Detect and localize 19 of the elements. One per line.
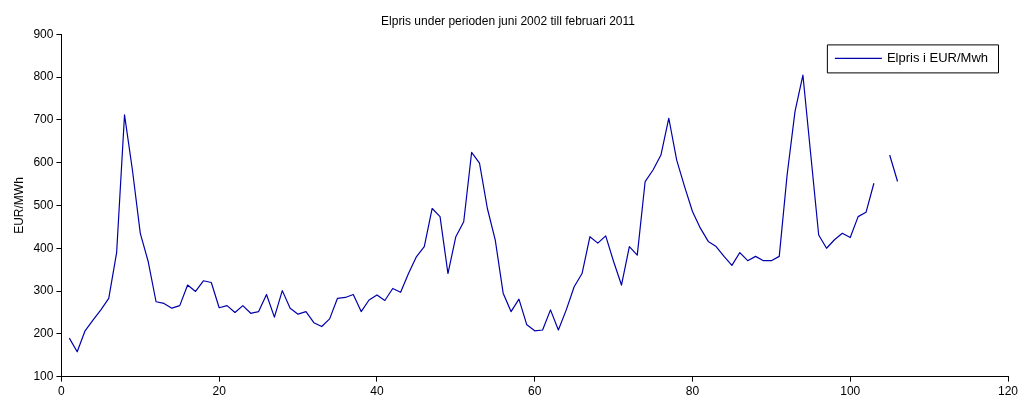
y-tick-label: 700 [33, 112, 54, 127]
y-tick-label: 800 [33, 69, 54, 84]
x-tick-label: 0 [58, 384, 66, 399]
x-tick-label: 100 [840, 384, 861, 399]
y-tick-label: 400 [33, 240, 54, 255]
y-tick-label: 200 [33, 326, 54, 341]
y-axis-title: EUR/MWh [11, 177, 26, 234]
chart-title: Elpris under perioden juni 2002 till februari 2011 [381, 13, 636, 28]
x-tick-label: 80 [685, 384, 700, 399]
x-tick-label: 20 [212, 384, 227, 399]
x-tick-label: 60 [528, 384, 542, 399]
y-tick-label: 600 [33, 155, 54, 170]
y-tick-label: 900 [33, 26, 54, 41]
legend-label: Elpris i EUR/Mwh [886, 49, 988, 65]
x-tick-label: 40 [370, 384, 384, 399]
y-tick-label: 500 [33, 197, 54, 212]
x-tick-label: 120 [997, 384, 1019, 399]
y-tick-label: 300 [33, 283, 54, 298]
y-tick-label: 100 [33, 368, 54, 383]
